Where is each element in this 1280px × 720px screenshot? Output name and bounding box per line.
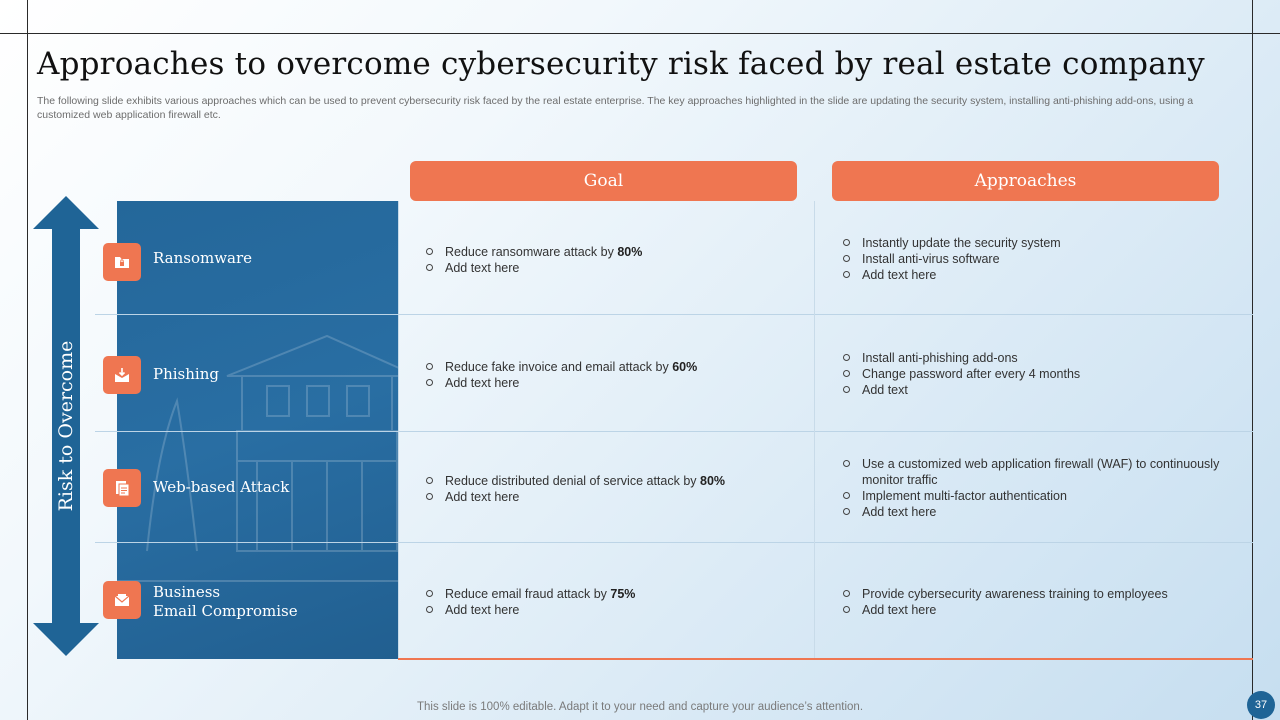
goal-cell-ransomware: Reduce ransomware attack by 80% Add text… — [426, 244, 806, 276]
list-item: Use a customized web application firewal… — [843, 456, 1248, 488]
slide-frame-left — [27, 0, 28, 720]
row-divider — [95, 431, 1253, 432]
row-divider — [95, 542, 1253, 543]
list-item: Add text here — [843, 602, 1248, 618]
goal-cell-phishing: Reduce fake invoice and email attack by … — [426, 359, 806, 391]
envelope-icon — [103, 581, 141, 619]
risk-phishing: Phishing — [153, 365, 219, 383]
list-item: Add text — [843, 382, 1248, 398]
list-item: Add text here — [843, 267, 1248, 283]
goal-cell-web-based-attack: Reduce distributed denial of service att… — [426, 473, 806, 505]
list-item: Reduce email fraud attack by 75% — [426, 586, 806, 602]
list-item: Reduce ransomware attack by 80% — [426, 244, 806, 260]
slide-subtitle: The following slide exhibits various app… — [37, 95, 1194, 121]
list-item: Change password after every 4 months — [843, 366, 1248, 382]
table-bottom-border — [398, 658, 1253, 660]
list-item: Add text here — [426, 260, 806, 276]
list-item: Reduce distributed denial of service att… — [426, 473, 806, 489]
list-item: Install anti-phishing add-ons — [843, 350, 1248, 366]
goal-cell-business-email-compromise: Reduce email fraud attack by 75% Add tex… — [426, 586, 806, 618]
risk-ransomware: Ransomware — [153, 249, 253, 267]
approaches-cell-ransomware: Instantly update the security system Ins… — [843, 235, 1248, 283]
slide-frame-right — [1252, 0, 1253, 720]
goal-header: Goal — [410, 161, 797, 201]
page-number: 37 — [1247, 691, 1275, 719]
web-document-icon — [103, 469, 141, 507]
phishing-mail-icon — [103, 356, 141, 394]
list-item: Instantly update the security system — [843, 235, 1248, 251]
list-item: Reduce fake invoice and email attack by … — [426, 359, 806, 375]
risk-web-based-attack: Web-based Attack — [153, 478, 290, 496]
list-item: Implement multi-factor authentication — [843, 488, 1248, 504]
list-item: Add text here — [843, 504, 1248, 520]
approaches-cell-web-based-attack: Use a customized web application firewal… — [843, 456, 1248, 520]
list-item: Provide cybersecurity awareness training… — [843, 586, 1248, 602]
double-arrow-icon — [33, 196, 99, 656]
approaches-cell-phishing: Install anti-phishing add-ons Change pas… — [843, 350, 1248, 398]
approaches-cell-business-email-compromise: Provide cybersecurity awareness training… — [843, 586, 1248, 618]
risk-business-email-compromise: Business Email Compromise — [153, 583, 298, 620]
folder-lock-icon — [103, 243, 141, 281]
slide-title: Approaches to overcome cybersecurity ris… — [37, 46, 1205, 82]
footer-note: This slide is 100% editable. Adapt it to… — [416, 701, 864, 713]
list-item: Install anti-virus software — [843, 251, 1248, 267]
column-divider — [814, 201, 815, 659]
approaches-header: Approaches — [832, 161, 1219, 201]
list-item: Add text here — [426, 489, 806, 505]
list-item: Add text here — [426, 602, 806, 618]
column-divider — [398, 201, 399, 659]
slide-frame-top — [0, 33, 1280, 34]
list-item: Add text here — [426, 375, 806, 391]
row-divider — [95, 314, 1253, 315]
side-label: Risk to Overcome — [55, 340, 77, 512]
